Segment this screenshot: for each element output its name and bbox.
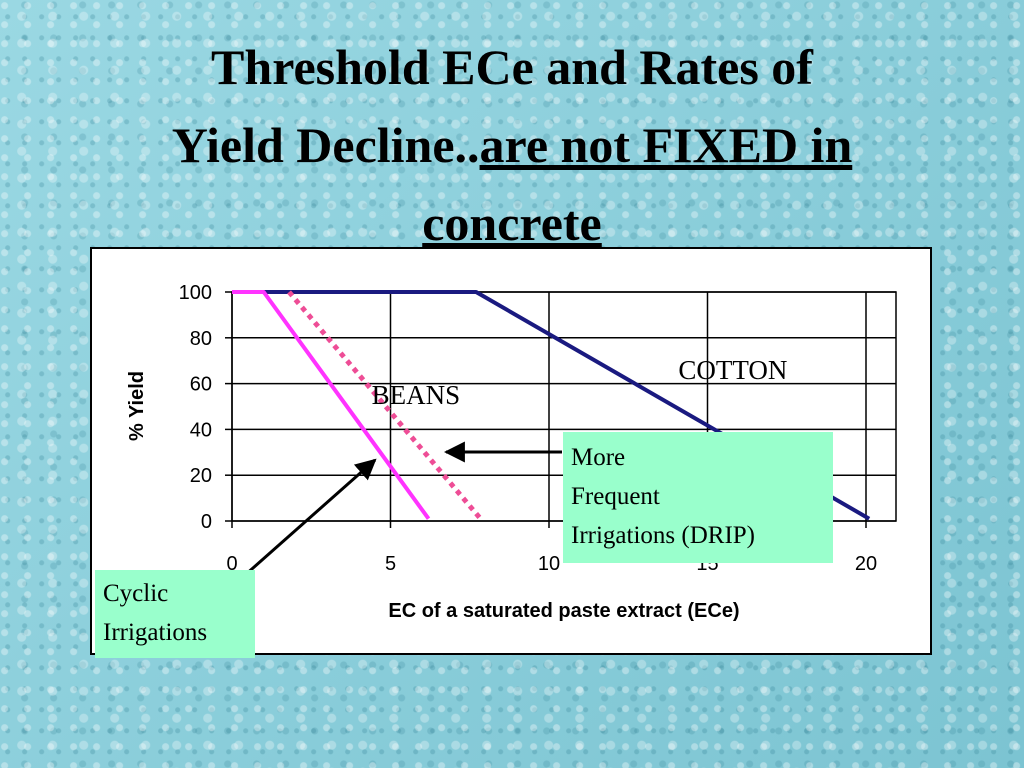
x-tick-label: 20 — [855, 553, 877, 575]
x-axis-label: EC of a saturated paste extract (ECe) — [388, 600, 739, 622]
beans-line — [232, 290, 431, 520]
chart-annotations: COTTON BEANS — [372, 355, 788, 410]
drip-callout-line-3: Irrigations (DRIP) — [571, 522, 755, 549]
x-tick-label: 0 — [226, 553, 237, 575]
title-line-3-underlined: concrete — [422, 195, 602, 251]
y-tick-label: 100 — [179, 282, 212, 304]
cyclic-arrow — [243, 458, 377, 578]
annotation-beans: BEANS — [372, 380, 461, 410]
drip-callout-line-1: More — [571, 444, 626, 471]
drip-callout: More Frequent Irrigations (DRIP) — [563, 432, 833, 563]
drip-callout-line-2: Frequent — [571, 483, 660, 510]
y-tick-label: 60 — [190, 374, 212, 396]
title-line-2-underlined: are not FIXED in — [479, 117, 853, 173]
y-tick-label: 20 — [190, 465, 212, 487]
y-tick-label: 0 — [201, 511, 212, 533]
y-tick-label: 40 — [190, 419, 212, 441]
cyclic-callout-line-2: Irrigations — [103, 619, 208, 646]
x-tick-label: 5 — [385, 553, 396, 575]
title-line-2-plain: Yield Decline.. — [171, 117, 480, 173]
x-tick-label: 10 — [538, 553, 560, 575]
slide-title: Threshold ECe and Rates of Yield Decline… — [40, 28, 984, 262]
cyclic-callout: Cyclic Irrigations — [95, 570, 255, 658]
y-axis-label: % Yield — [126, 371, 148, 441]
annotation-cotton: COTTON — [678, 355, 787, 385]
title-line-1: Threshold ECe and Rates of — [211, 39, 813, 95]
y-tick-label: 80 — [190, 328, 212, 350]
cyclic-callout-line-1: Cyclic — [103, 580, 169, 607]
